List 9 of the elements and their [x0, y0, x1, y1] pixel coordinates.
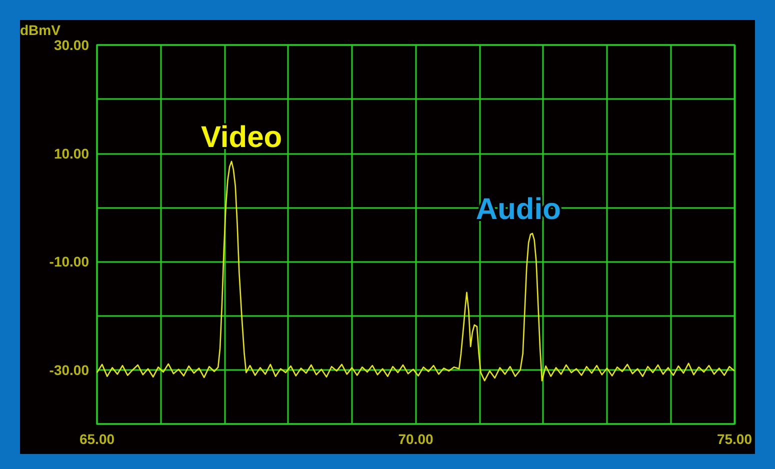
y-tick-label: 30.00: [54, 37, 90, 53]
line-series: [96, 160, 736, 382]
y-tick-label: 10.00: [54, 145, 90, 162]
x-tick-label: 65.00: [79, 431, 115, 447]
y-tick-label: -10.00: [49, 254, 90, 270]
x-tick-label: 75.00: [716, 431, 752, 447]
y-axis-title: dBmV: [20, 22, 62, 38]
y-tick-label: -30.00: [49, 362, 90, 378]
x-tick-label: 70.00: [398, 431, 434, 447]
